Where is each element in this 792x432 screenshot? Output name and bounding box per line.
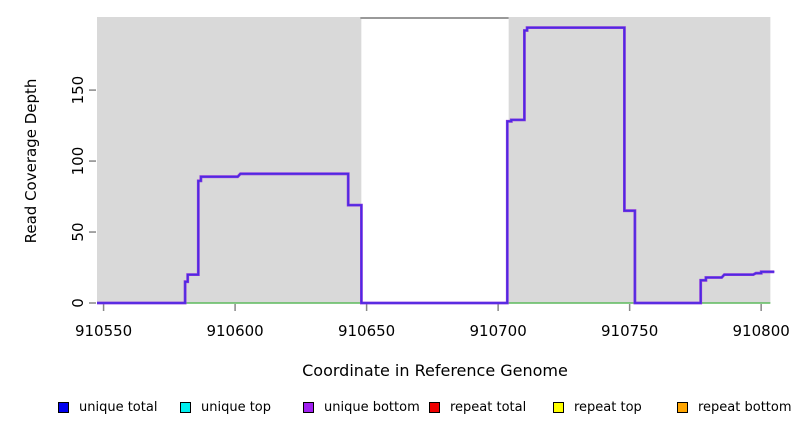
legend-label: unique total	[79, 399, 158, 415]
x-tick-label: 910600	[206, 322, 263, 340]
legend-label: repeat top	[574, 399, 642, 415]
y-tick-label: 0	[69, 298, 87, 308]
x-tick-label: 910750	[601, 322, 658, 340]
legend-label: repeat total	[450, 399, 527, 415]
legend-swatch-icon	[553, 401, 564, 413]
legend-item-repeat-total: repeat total	[429, 399, 526, 415]
legend-item-repeat-top: repeat top	[553, 399, 642, 415]
legend-label: unique bottom	[324, 399, 420, 415]
y-axis-title: Read Coverage Depth	[22, 78, 40, 244]
legend-swatch-icon	[303, 401, 314, 413]
x-tick-label: 910800	[733, 322, 790, 340]
x-tick-label: 910700	[469, 322, 526, 340]
y-tick-label: 100	[69, 147, 87, 176]
legend: unique total unique top unique bottom repea…	[0, 399, 792, 419]
legend-label: repeat bottom	[698, 399, 792, 415]
legend-item-repeat-bottom: repeat bottom	[677, 399, 792, 415]
y-tick-label: 150	[69, 76, 87, 105]
legend-swatch-icon	[677, 401, 688, 413]
legend-label: unique top	[201, 399, 272, 415]
legend-item-unique-top: unique top	[180, 399, 271, 415]
covered-block-right	[508, 17, 771, 303]
legend-swatch-icon	[180, 401, 191, 413]
legend-item-unique-bottom: unique bottom	[303, 399, 420, 415]
covered-block-left	[97, 17, 362, 303]
x-tick-label: 910550	[75, 322, 132, 340]
x-axis-title: Coordinate in Reference Genome	[302, 361, 568, 380]
legend-swatch-icon	[429, 401, 440, 413]
y-tick-label: 50	[69, 222, 87, 241]
legend-item-unique-total: unique total	[58, 399, 157, 415]
coverage-line-unique-total	[97, 26, 775, 304]
x-tick-label: 910650	[338, 322, 395, 340]
legend-swatch-icon	[58, 401, 69, 413]
